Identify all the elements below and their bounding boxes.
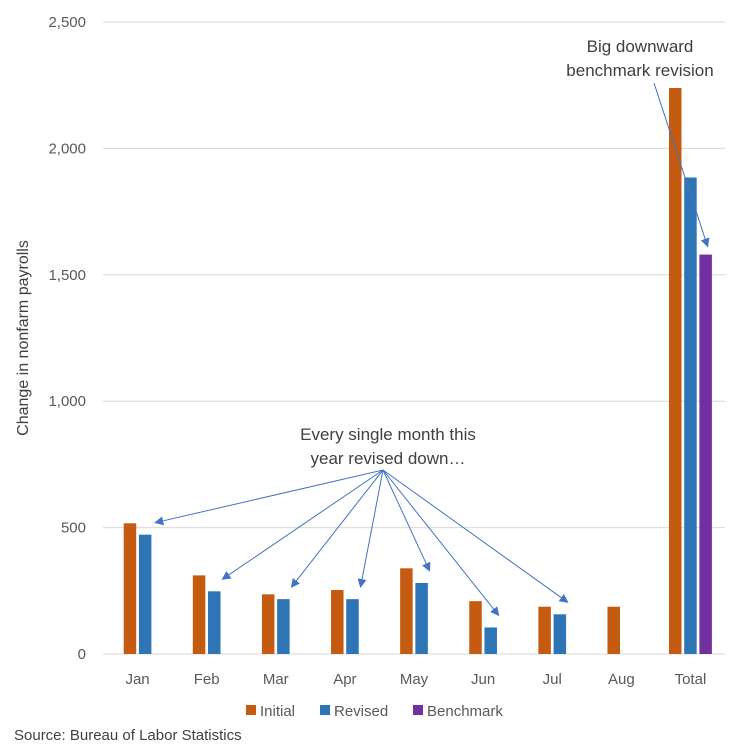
- y-axis-tick-labels: 0 500 1,000 1,500 2,000 2,500: [48, 14, 86, 663]
- y-tick-label: 2,000: [48, 140, 86, 157]
- annotation-arrow-total: [653, 82, 710, 248]
- x-tick-label-feb: Feb: [194, 671, 220, 688]
- y-tick-label: 1,000: [48, 393, 86, 410]
- bar-initial-aug: [607, 606, 620, 654]
- legend-swatch-initial: [246, 705, 256, 715]
- legend: Initial Revised Benchmark: [246, 703, 503, 720]
- bar-revised-jun: [484, 627, 497, 654]
- legend-label-revised: Revised: [334, 703, 388, 720]
- annotation-monthly-line-1: Every single month this: [300, 425, 476, 444]
- bar-revised-mar: [277, 599, 290, 654]
- bar-revised-apr: [346, 599, 359, 654]
- annotation-arrow-may: [382, 469, 431, 572]
- annotation-monthly-line-2: year revised down…: [311, 449, 466, 468]
- x-tick-label-apr: Apr: [333, 671, 356, 688]
- annotation-benchmark-line-1: Big downward: [587, 37, 694, 56]
- bar-initial-mar: [261, 594, 275, 654]
- annotations: Every single month this year revised down…: [300, 37, 714, 468]
- x-tick-label-jan: Jan: [125, 671, 149, 688]
- legend-label-initial: Initial: [260, 703, 295, 720]
- bar-initial-jul: [538, 606, 551, 654]
- bar-initial-total: [668, 87, 682, 655]
- bar-revised-feb: [208, 591, 221, 654]
- legend-label-benchmark: Benchmark: [427, 703, 503, 720]
- bar-revised-jan: [138, 534, 152, 654]
- y-axis-label: Change in nonfarm payrolls: [15, 240, 32, 436]
- y-tick-label: 2,500: [48, 14, 86, 31]
- x-tick-label-mar: Mar: [263, 671, 289, 688]
- y-tick-label: 0: [78, 646, 86, 663]
- x-tick-label-total: Total: [675, 671, 707, 688]
- bar-revised-may: [415, 582, 428, 654]
- x-tick-label-jun: Jun: [471, 671, 495, 688]
- y-tick-label: 1,500: [48, 267, 86, 284]
- bar-initial-may: [400, 568, 413, 654]
- bar-benchmark-total: [699, 254, 712, 655]
- bar-initial-apr: [331, 590, 344, 654]
- gridlines: [103, 21, 725, 655]
- annotation-arrow-jun: [382, 469, 500, 617]
- bar-initial-jun: [469, 601, 482, 654]
- x-tick-label-aug: Aug: [608, 671, 635, 688]
- annotation-arrow-apr: [357, 469, 384, 589]
- annotation-arrow-jul: [382, 469, 569, 603]
- bar-initial-jan: [123, 523, 137, 654]
- annotation-arrow-jan: [154, 469, 384, 526]
- annotation-arrows: [154, 82, 710, 617]
- legend-swatch-benchmark: [413, 705, 423, 715]
- bar-revised-jul: [553, 614, 567, 654]
- legend-swatch-revised: [320, 705, 330, 715]
- x-axis-tick-labels: Jan Feb Mar Apr May Jun Jul Aug Total: [125, 671, 706, 688]
- bar-revised-total: [684, 177, 697, 655]
- bar-initial-feb: [192, 575, 206, 654]
- y-tick-label: 500: [61, 520, 86, 537]
- annotation-benchmark-line-2: benchmark revision: [566, 61, 713, 80]
- x-tick-label-may: May: [400, 671, 429, 688]
- source-note: Source: Bureau of Labor Statistics: [14, 727, 242, 744]
- bars: [123, 87, 712, 655]
- annotation-arrow-feb: [221, 469, 384, 580]
- x-tick-label-jul: Jul: [543, 671, 562, 688]
- annotation-arrow-mar: [290, 469, 384, 588]
